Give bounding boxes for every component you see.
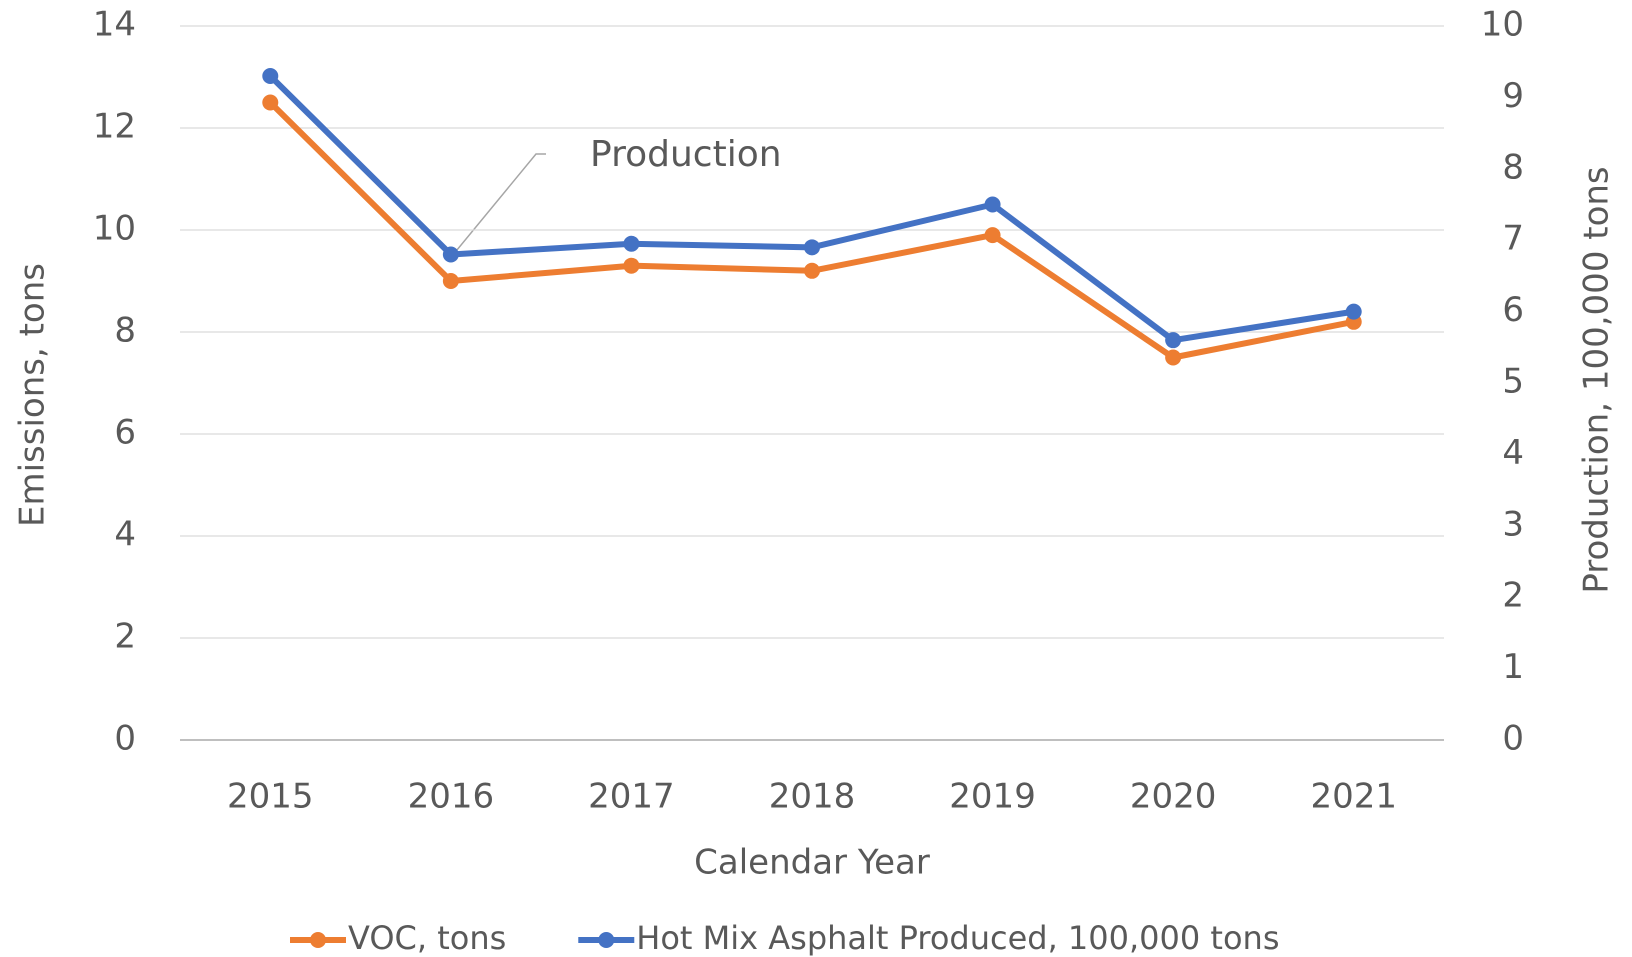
legend-marker	[310, 932, 326, 948]
point	[1165, 332, 1182, 349]
y-tick-label: 6	[114, 413, 136, 453]
y2-axis-title: Production, 100,000 tons	[1577, 166, 1617, 593]
x-tick-label: 2017	[588, 777, 675, 817]
annotation: Production	[590, 134, 782, 175]
y2-tick-label: 1	[1502, 647, 1524, 687]
y2-tick-label: 7	[1502, 219, 1524, 259]
point	[1165, 349, 1182, 366]
point	[984, 196, 1001, 213]
point	[442, 246, 459, 263]
y-tick-label: 4	[114, 515, 136, 555]
x-tick-label: 2016	[408, 777, 495, 817]
x-tick-label: 2015	[227, 777, 314, 817]
point	[804, 262, 820, 279]
y2-tick-label: 2	[1502, 576, 1524, 616]
y2-tick-label: 9	[1502, 76, 1524, 116]
y2-tick-label: 5	[1502, 362, 1524, 402]
y-tick-label: 8	[114, 311, 136, 351]
annotation-leader	[451, 153, 546, 257]
series-line	[268, 73, 1355, 344]
y2-tick-label: 10	[1481, 5, 1524, 45]
legend-label: Hot Mix Asphalt Produced, 100,000 tons	[636, 919, 1279, 957]
y-tick-label: 14	[93, 5, 136, 45]
y2-tick-label: 8	[1502, 147, 1524, 187]
point	[804, 239, 820, 256]
y2-tick-label: 6	[1502, 290, 1524, 330]
point	[262, 94, 279, 111]
point	[442, 273, 459, 289]
y2-tick-label: 3	[1502, 504, 1524, 544]
x-tick-label: 2020	[1130, 777, 1217, 817]
x-tick-label: 2018	[769, 777, 856, 817]
y-tick-label: 10	[93, 209, 136, 249]
y-tick-label: 12	[93, 107, 136, 147]
y-axis-title: Emissions, tons	[13, 263, 53, 527]
point	[984, 227, 1001, 244]
y-tick-label: 2	[114, 617, 136, 657]
x-tick-label: 2019	[949, 777, 1036, 817]
point	[1345, 303, 1362, 320]
point	[623, 235, 640, 252]
legend-marker	[598, 932, 615, 948]
x-tick-label: 2021	[1310, 777, 1397, 817]
y2-tick-label: 4	[1502, 433, 1524, 473]
x-axis-title: Calendar Year	[694, 843, 930, 883]
point	[262, 67, 279, 84]
legend-label: VOC, tons	[348, 919, 506, 957]
y2-tick-label: 0	[1502, 719, 1524, 759]
y-tick-label: 0	[114, 719, 136, 759]
point	[623, 257, 640, 274]
